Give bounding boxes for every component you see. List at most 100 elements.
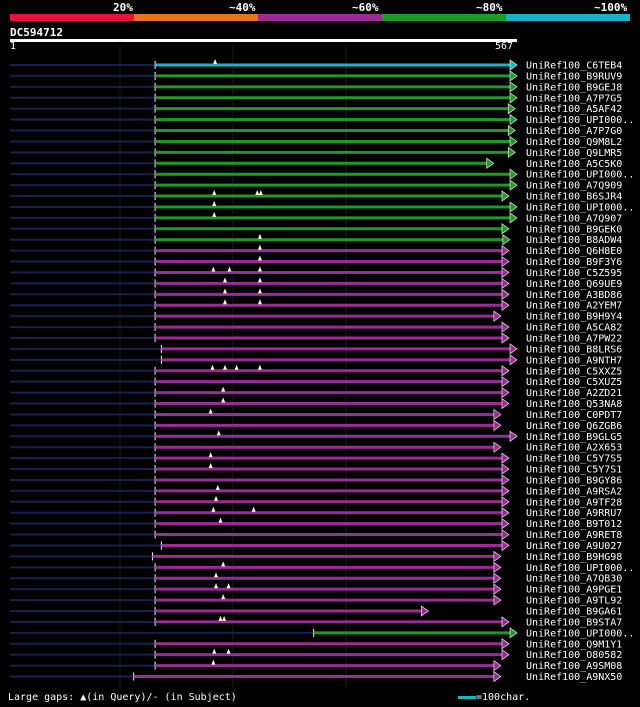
hit-row[interactable]: UniRef100_A7PW22 [10,332,622,345]
hit-row[interactable]: UniRef100_A9U027 [10,539,622,552]
hit-row[interactable]: UniRef100_B8LRS6 [10,343,622,356]
hit-label[interactable]: UniRef100_A5CA82 [526,323,622,334]
hit-label[interactable]: UniRef100_A9PGE1 [526,585,622,596]
hit-row[interactable]: UniRef100_A9RET8 [10,528,622,542]
hit-label[interactable]: UniRef100_A9RSA2 [526,486,622,497]
hit-label[interactable]: UniRef100_A2YEM7 [526,301,622,312]
hit-row[interactable]: UniRef100_B9RUV9 [10,70,622,83]
hit-label[interactable]: UniRef100_A5C5K0 [526,159,622,170]
hit-label[interactable]: UniRef100_A7PW22 [526,334,622,345]
hit-label[interactable]: UniRef100_Q6H8E0 [526,246,622,257]
hit-label[interactable]: UniRef100_A2ZD21 [526,388,622,399]
hit-row[interactable]: UniRef100_C5XXZ5 [10,364,622,378]
hit-row[interactable]: UniRef100_B9GEK0 [10,223,622,236]
hit-label[interactable]: UniRef100_B9RUV9 [526,71,622,82]
hit-row[interactable]: UniRef100_A7QB30 [10,572,622,585]
hit-label[interactable]: UniRef100_Q9LMR5 [526,148,622,159]
hit-label[interactable]: UniRef100_A7QB30 [526,574,622,585]
hit-row[interactable]: UniRef100_C6TEB4 [10,59,622,72]
hit-row[interactable]: UniRef100_Q9LMR5 [10,146,622,159]
hit-row[interactable]: UniRef100_A2YEM7 [10,299,622,312]
hit-label[interactable]: UniRef100_A5AF42 [526,104,622,115]
hit-row[interactable]: UniRef100_Q6H8E0 [10,244,622,258]
hit-label[interactable]: UniRef100_A9NTH7 [526,355,622,366]
hit-label[interactable]: UniRef100_A9TL92 [526,596,622,607]
hit-row[interactable]: UniRef100_A5CA82 [10,321,622,334]
hit-label[interactable]: UniRef100_UPI000.. [526,170,634,181]
hit-row[interactable]: UniRef100_A7P7G5 [10,92,622,105]
hit-label[interactable]: UniRef100_UPI000.. [526,115,634,126]
hit-label[interactable]: UniRef100_B9GEJ8 [526,82,622,93]
hit-label[interactable]: UniRef100_C5XXZ5 [526,366,622,377]
hit-row[interactable]: UniRef100_B9F3Y6 [10,255,622,269]
hit-label[interactable]: UniRef100_B9GY86 [526,475,622,486]
hit-row[interactable]: UniRef100_O80582 [10,648,622,662]
hit-row[interactable]: UniRef100_B9GY86 [10,474,622,487]
hit-label[interactable]: UniRef100_UPI000.. [526,563,634,574]
hit-row[interactable]: UniRef100_A9RSA2 [10,484,622,498]
hit-label[interactable]: UniRef100_A7Q907 [526,213,622,224]
hit-label[interactable]: UniRef100_A9RET8 [526,530,622,541]
hit-row[interactable]: UniRef100_A9NTH7 [10,354,622,367]
hit-label[interactable]: UniRef100_C5XUZ5 [526,377,622,388]
hit-label[interactable]: UniRef100_C5Y7S1 [526,465,622,476]
hit-row[interactable]: UniRef100_A2X653 [10,441,622,454]
hit-row[interactable]: UniRef100_B6SJR4 [10,190,622,203]
hit-row[interactable]: UniRef100_A3BD86 [10,288,622,301]
hit-label[interactable]: UniRef100_C0PDT7 [526,410,622,421]
hit-row[interactable]: UniRef100_B9GLG5 [10,430,622,443]
hit-label[interactable]: UniRef100_B9F3Y6 [526,257,622,268]
hit-row[interactable]: UniRef100_UPI000.. [10,627,634,640]
hit-label[interactable]: UniRef100_A7P7G5 [526,93,622,104]
hit-label[interactable]: UniRef100_B9GA61 [526,607,622,618]
hit-row[interactable]: UniRef100_UPI000.. [10,114,634,127]
hit-label[interactable]: UniRef100_UPI000.. [526,628,634,639]
hit-label[interactable]: UniRef100_B9STA7 [526,617,622,628]
hit-label[interactable]: UniRef100_A3BD86 [526,290,622,301]
hit-row[interactable]: UniRef100_Q9M1Y1 [10,638,622,651]
hit-row[interactable]: UniRef100_A9SM08 [10,659,622,673]
hit-label[interactable]: UniRef100_B8ADW4 [526,235,622,246]
hit-label[interactable]: UniRef100_B9T012 [526,519,622,530]
hit-label[interactable]: UniRef100_A9SM08 [526,661,622,672]
hit-row[interactable]: UniRef100_Q9M8L2 [10,135,622,148]
hit-label[interactable]: UniRef100_A2X653 [526,443,622,454]
hit-row[interactable]: UniRef100_B9T012 [10,517,622,531]
hit-label[interactable]: UniRef100_Q9M1Y1 [526,639,622,650]
hit-row[interactable]: UniRef100_A9PGE1 [10,583,622,596]
hit-row[interactable]: UniRef100_A5AF42 [10,103,622,116]
hit-row[interactable]: UniRef100_A7P7G0 [10,124,622,138]
hit-label[interactable]: UniRef100_Q53NA8 [526,399,622,410]
hit-row[interactable]: UniRef100_A7Q907 [10,211,622,225]
hit-row[interactable]: UniRef100_C0PDT7 [10,408,622,421]
hit-row[interactable]: UniRef100_A9RRU7 [10,506,622,519]
hit-row[interactable]: UniRef100_C5Z595 [10,266,622,279]
hit-row[interactable]: UniRef100_C5XUZ5 [10,376,622,389]
hit-row[interactable]: UniRef100_B9GEJ8 [10,81,622,94]
hit-row[interactable]: UniRef100_A7Q909 [10,179,622,192]
hit-label[interactable]: UniRef100_O80582 [526,650,622,661]
hit-row[interactable]: UniRef100_UPI000.. [10,561,634,574]
hit-label[interactable]: UniRef100_Q9M8L2 [526,137,622,148]
hit-label[interactable]: UniRef100_B6SJR4 [526,192,622,203]
hit-row[interactable]: UniRef100_B9H9Y4 [10,310,622,323]
hit-label[interactable]: UniRef100_B9H9Y4 [526,312,622,323]
hit-label[interactable]: UniRef100_UPI000.. [526,202,634,213]
hit-row[interactable]: UniRef100_UPI000.. [10,168,634,181]
hit-row[interactable]: UniRef100_Q6ZGB6 [10,419,622,432]
hit-row[interactable]: UniRef100_B8ADW4 [10,233,622,247]
hit-label[interactable]: UniRef100_A7Q909 [526,181,622,192]
hit-row[interactable]: UniRef100_Q53NA8 [10,397,622,411]
hit-label[interactable]: UniRef100_C5Y7S5 [526,454,622,465]
hit-label[interactable]: UniRef100_C6TEB4 [526,61,622,72]
hit-row[interactable]: UniRef100_A9TL92 [10,594,622,607]
hit-row[interactable]: UniRef100_A5C5K0 [10,157,622,170]
hit-label[interactable]: UniRef100_A9RRU7 [526,508,622,519]
hit-label[interactable]: UniRef100_Q69UE9 [526,279,622,290]
hit-row[interactable]: UniRef100_A9NX50 [10,670,622,684]
hit-row[interactable]: UniRef100_A9TF28 [10,495,622,509]
hit-label[interactable]: UniRef100_B9HG98 [526,552,622,563]
hit-label[interactable]: UniRef100_B9GLG5 [526,432,622,443]
hit-row[interactable]: UniRef100_Q69UE9 [10,277,622,290]
hit-label[interactable]: UniRef100_B9GEK0 [526,224,622,235]
